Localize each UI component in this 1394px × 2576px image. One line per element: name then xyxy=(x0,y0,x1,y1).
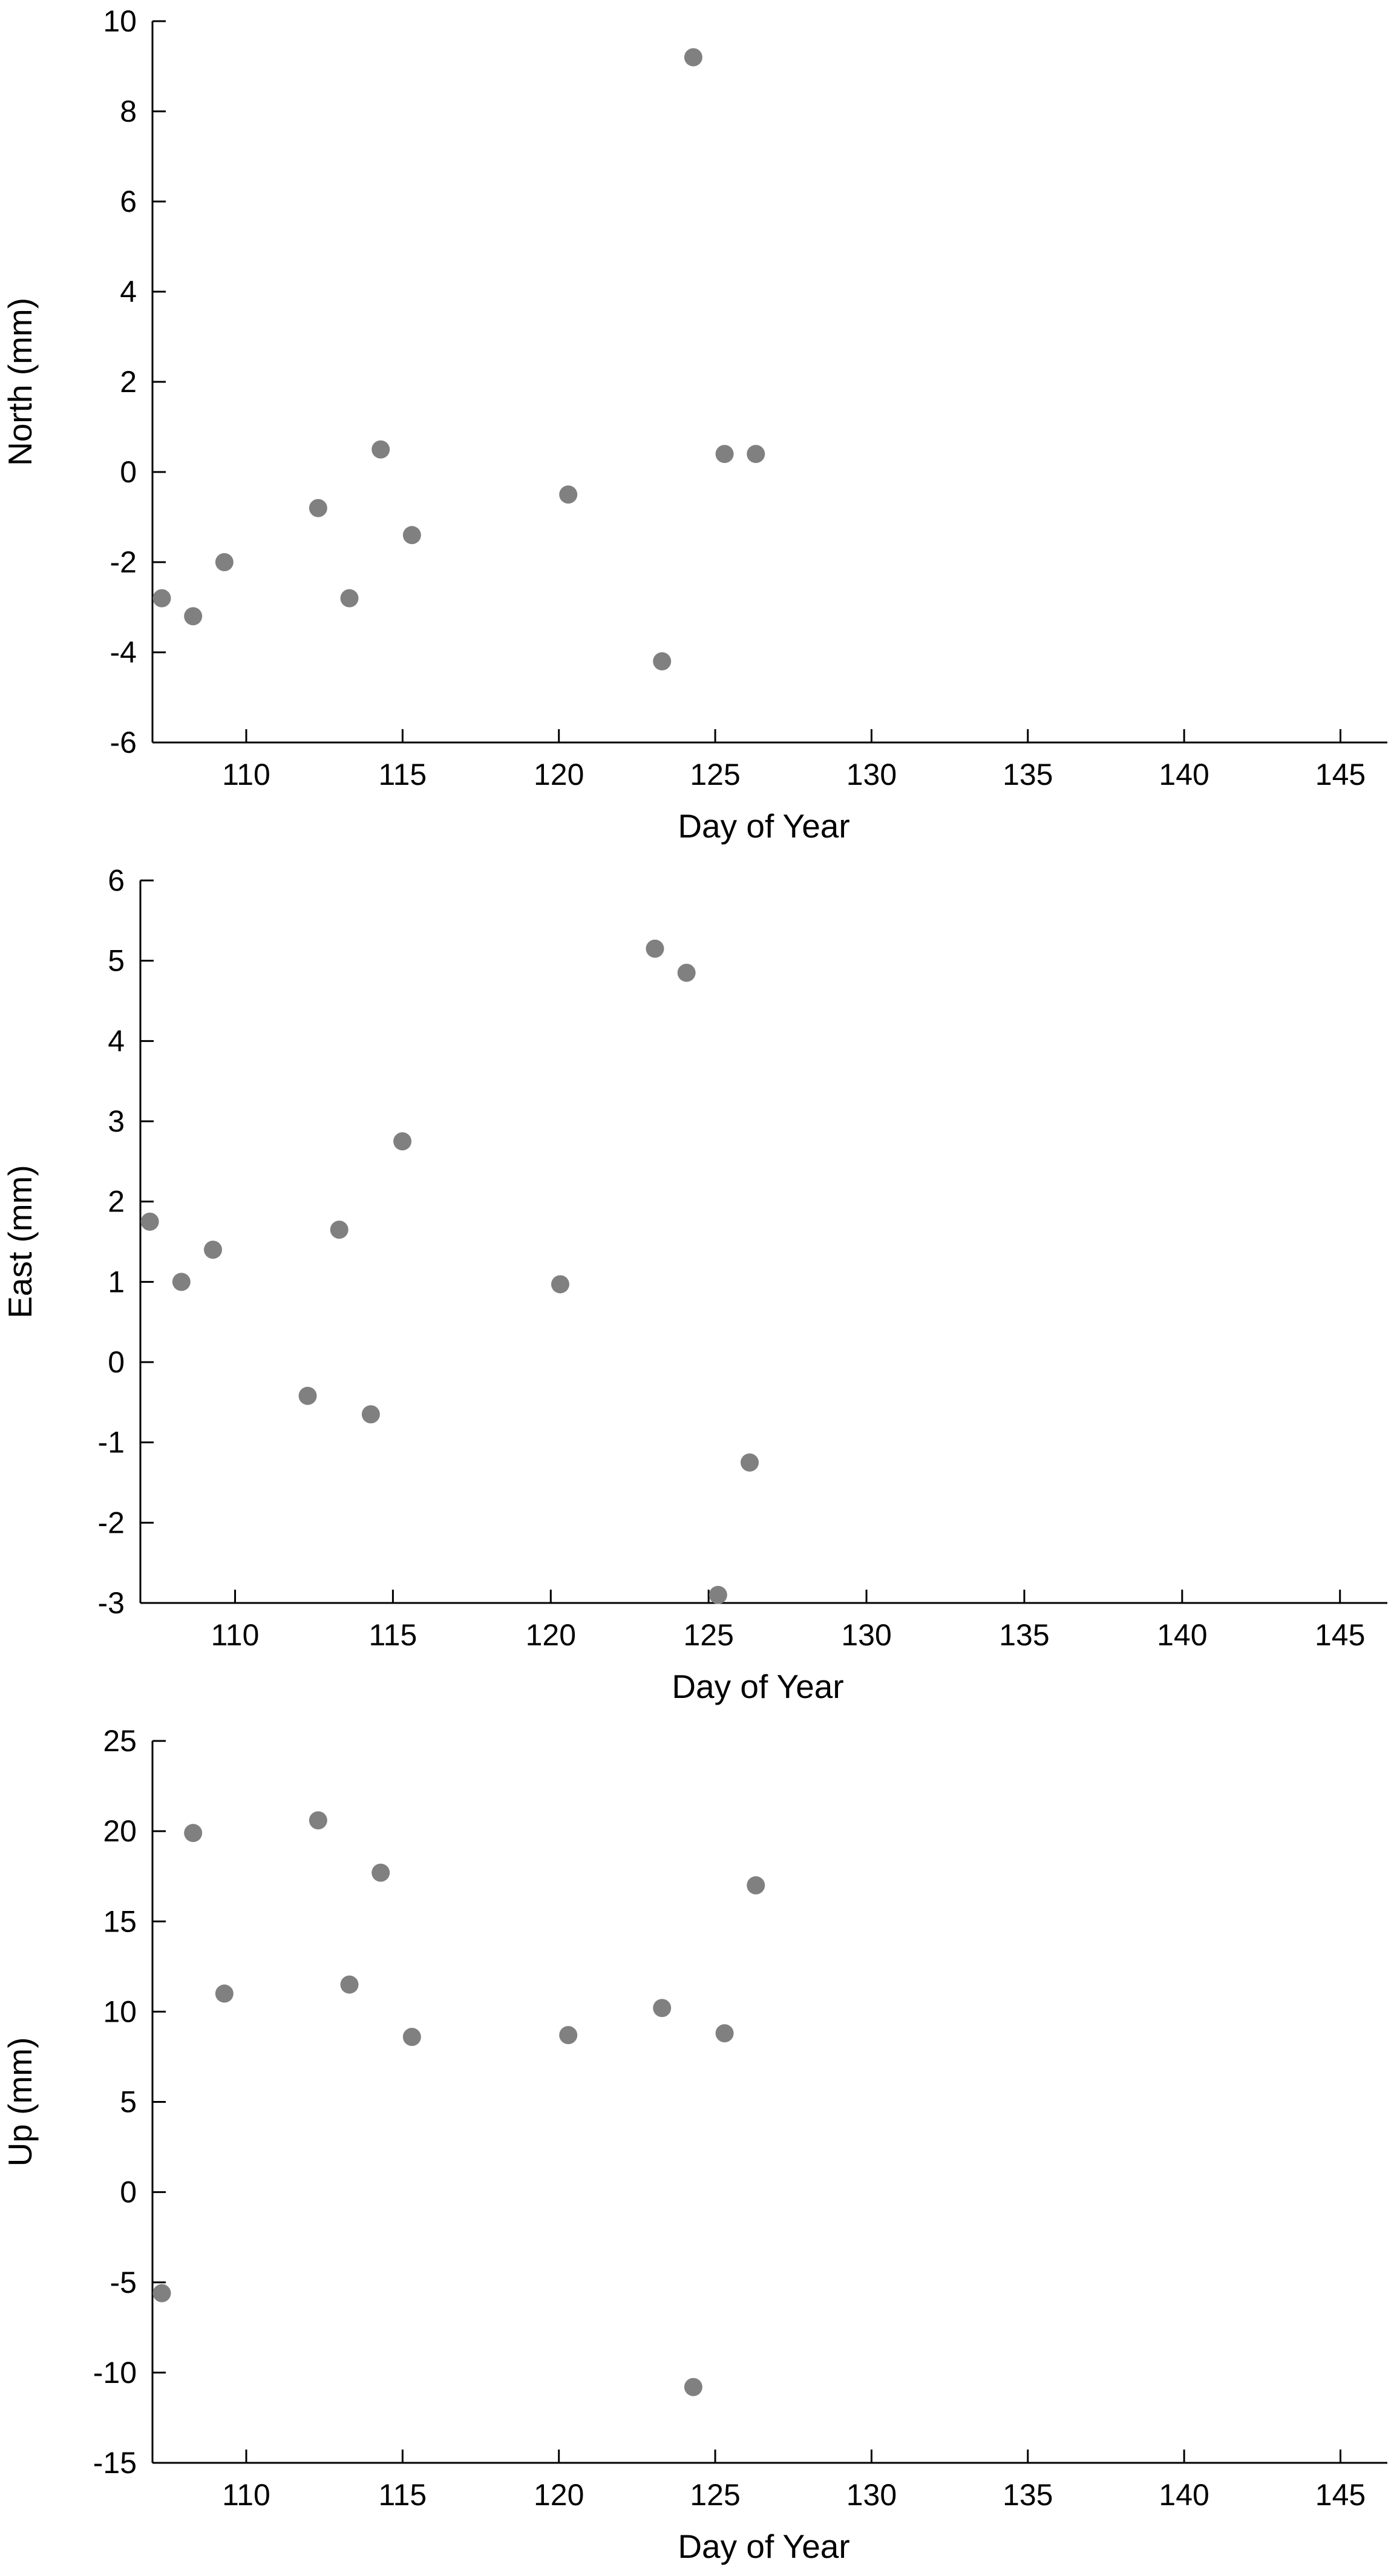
north-data-point xyxy=(340,589,359,608)
north-data-point xyxy=(371,440,390,459)
north-data-point xyxy=(653,652,672,670)
up-data-point xyxy=(653,1999,672,2017)
up-data-point xyxy=(371,1863,390,1882)
up-x-tick-label: 130 xyxy=(846,2478,897,2512)
north-y-tick-label: -6 xyxy=(110,726,137,759)
up-y-axis-title: Up (mm) xyxy=(1,2037,39,2167)
up-data-point xyxy=(309,1811,327,1830)
east-data-point xyxy=(361,1405,380,1424)
up-data-point xyxy=(152,2284,171,2302)
up-data-point xyxy=(184,1824,203,1843)
north-x-tick-label: 125 xyxy=(690,758,740,791)
up-x-tick-label: 120 xyxy=(534,2478,584,2512)
east-data-point xyxy=(140,1212,159,1231)
up-y-tick-label: 10 xyxy=(103,1994,137,2028)
north-x-tick-label: 140 xyxy=(1159,758,1209,791)
north-data-point xyxy=(152,589,171,608)
north-panel: -6 -4 -2 0 2 4 6 8 10 110 115 120 125 130 135 140 145 Day… xyxy=(1,4,1387,845)
east-x-tick-label: 135 xyxy=(999,1618,1049,1652)
north-x-tick-label: 120 xyxy=(534,758,584,791)
north-data-point xyxy=(402,526,421,545)
up-data-point xyxy=(715,2024,734,2043)
east-data-point xyxy=(551,1275,569,1294)
north-data-point xyxy=(747,445,765,464)
east-x-tick-label: 145 xyxy=(1315,1618,1365,1652)
up-x-tick-label: 145 xyxy=(1315,2478,1366,2512)
east-y-tick-label: -1 xyxy=(98,1426,125,1460)
up-x-axis-title: Day of Year xyxy=(678,2528,849,2565)
up-y-tick-label: -5 xyxy=(110,2266,137,2299)
east-x-tick-label: 115 xyxy=(369,1618,417,1652)
up-data-point xyxy=(684,2378,702,2396)
east-data-point xyxy=(298,1386,317,1405)
east-data-point xyxy=(646,939,664,958)
east-data-point xyxy=(393,1132,412,1151)
up-panel: -15 -10 -5 0 5 10 15 20 25 110 115 120 125 130 135 140 1… xyxy=(1,1724,1387,2565)
east-data-point xyxy=(677,963,696,982)
north-x-tick-label: 115 xyxy=(379,758,427,791)
north-data-point xyxy=(684,48,702,67)
up-data-point xyxy=(402,2028,421,2047)
up-y-tick-label: -10 xyxy=(93,2356,137,2390)
north-data-point xyxy=(309,499,327,517)
east-y-tick-label: 2 xyxy=(108,1185,125,1219)
east-x-tick-label: 110 xyxy=(211,1618,260,1652)
east-y-tick-label: 4 xyxy=(108,1024,125,1058)
up-x-tick-label: 110 xyxy=(222,2478,270,2512)
east-data-point xyxy=(204,1240,223,1259)
east-y-tick-label: 0 xyxy=(108,1345,125,1379)
north-y-axis-title: North (mm) xyxy=(1,298,39,466)
up-data-point xyxy=(215,1984,234,2003)
north-x-tick-label: 110 xyxy=(222,758,270,791)
east-y-tick-label: -3 xyxy=(98,1586,125,1620)
up-y-tick-label: -15 xyxy=(93,2446,137,2480)
east-x-axis-title: Day of Year xyxy=(672,1668,843,1705)
north-y-tick-label: -2 xyxy=(110,545,137,579)
up-x-tick-label: 115 xyxy=(379,2478,427,2512)
east-data-point xyxy=(708,1585,727,1604)
east-y-tick-label: 3 xyxy=(108,1104,125,1138)
east-y-tick-label: -2 xyxy=(98,1506,125,1539)
up-x-tick-label: 140 xyxy=(1159,2478,1209,2512)
north-y-tick-label: 6 xyxy=(120,185,137,218)
north-y-tick-label: 8 xyxy=(120,94,137,128)
east-x-tick-label: 140 xyxy=(1157,1618,1207,1652)
east-panel: -3 -2 -1 0 1 2 3 4 5 6 110 115 120 125 130 135 140 145 Day… xyxy=(1,864,1387,1705)
up-data-point xyxy=(559,2026,578,2045)
east-data-point xyxy=(330,1221,348,1239)
up-y-tick-label: 5 xyxy=(120,2085,137,2119)
north-y-tick-label: -4 xyxy=(110,635,137,669)
east-data-point xyxy=(741,1453,759,1472)
east-x-tick-label: 120 xyxy=(526,1618,576,1652)
up-x-tick-label: 135 xyxy=(1003,2478,1053,2512)
east-y-tick-label: 6 xyxy=(108,864,125,897)
north-data-point xyxy=(559,485,578,504)
east-y-tick-label: 5 xyxy=(108,944,125,978)
north-x-axis-title: Day of Year xyxy=(678,807,849,845)
east-y-axis-title: East (mm) xyxy=(1,1165,39,1319)
north-x-tick-label: 130 xyxy=(846,758,897,791)
north-y-tick-label: 0 xyxy=(120,455,137,489)
north-data-point xyxy=(184,607,203,626)
north-data-point xyxy=(215,553,234,571)
up-y-tick-label: 25 xyxy=(103,1724,137,1758)
north-y-tick-label: 10 xyxy=(103,4,137,38)
up-y-tick-label: 20 xyxy=(103,1814,137,1848)
up-y-tick-label: 0 xyxy=(120,2175,137,2209)
north-data-point xyxy=(715,445,734,464)
east-y-tick-label: 1 xyxy=(108,1265,125,1299)
north-y-tick-label: 4 xyxy=(120,275,137,309)
up-y-tick-label: 15 xyxy=(103,1904,137,1938)
east-x-tick-label: 130 xyxy=(841,1618,891,1652)
north-x-tick-label: 145 xyxy=(1315,758,1366,791)
up-data-point xyxy=(340,1975,359,1994)
up-x-tick-label: 125 xyxy=(690,2478,740,2512)
up-data-point xyxy=(747,1876,765,1895)
north-x-tick-label: 135 xyxy=(1003,758,1053,791)
east-x-tick-label: 125 xyxy=(683,1618,733,1652)
east-data-point xyxy=(172,1273,191,1291)
north-y-tick-label: 2 xyxy=(120,365,137,399)
